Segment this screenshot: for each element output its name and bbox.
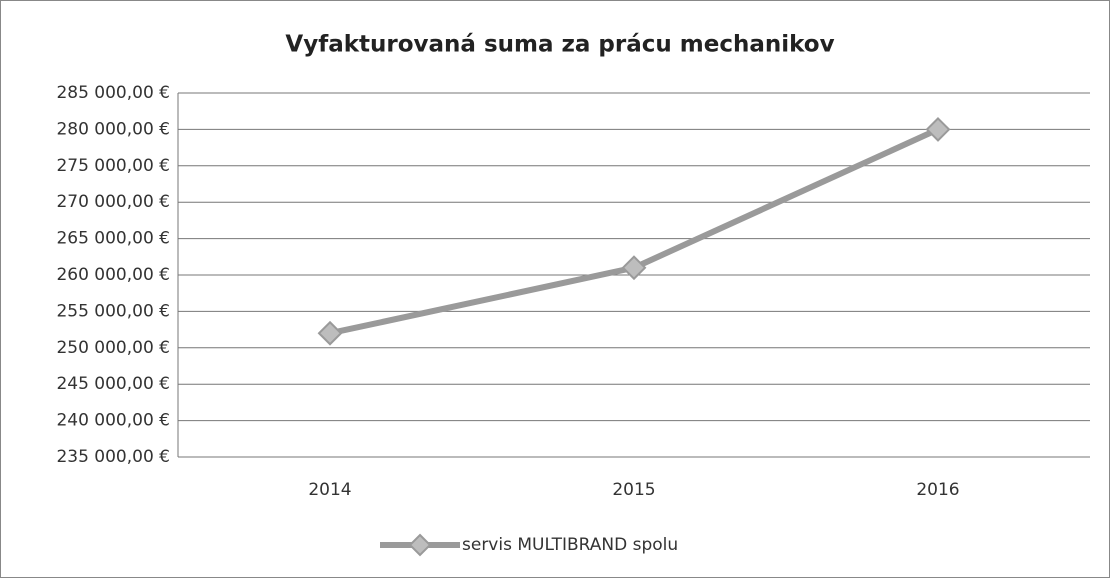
y-tick-label: 235 000,00 € bbox=[56, 447, 170, 467]
y-tick-label: 285 000,00 € bbox=[56, 83, 170, 103]
y-tick-label: 250 000,00 € bbox=[56, 338, 170, 358]
x-tick-label: 2014 bbox=[308, 480, 351, 500]
marker bbox=[621, 255, 647, 281]
y-tick-label: 255 000,00 € bbox=[56, 301, 170, 321]
legend-label: servis MULTIBRAND spolu bbox=[462, 535, 678, 555]
y-tick-label: 260 000,00 € bbox=[56, 265, 170, 285]
x-tick-label: 2016 bbox=[916, 480, 959, 500]
marker bbox=[925, 116, 951, 142]
y-tick-label: 245 000,00 € bbox=[56, 374, 170, 394]
y-tick-label: 275 000,00 € bbox=[56, 156, 170, 176]
y-tick-label: 265 000,00 € bbox=[56, 229, 170, 249]
chart-title: Vyfakturovaná suma za prácu mechanikov bbox=[285, 32, 834, 58]
marker bbox=[317, 320, 343, 346]
x-tick-label: 2015 bbox=[612, 480, 655, 500]
y-tick-label: 280 000,00 € bbox=[56, 119, 170, 139]
y-tick-label: 270 000,00 € bbox=[56, 192, 170, 212]
legend-marker bbox=[408, 533, 432, 557]
y-tick-label: 240 000,00 € bbox=[56, 411, 170, 431]
